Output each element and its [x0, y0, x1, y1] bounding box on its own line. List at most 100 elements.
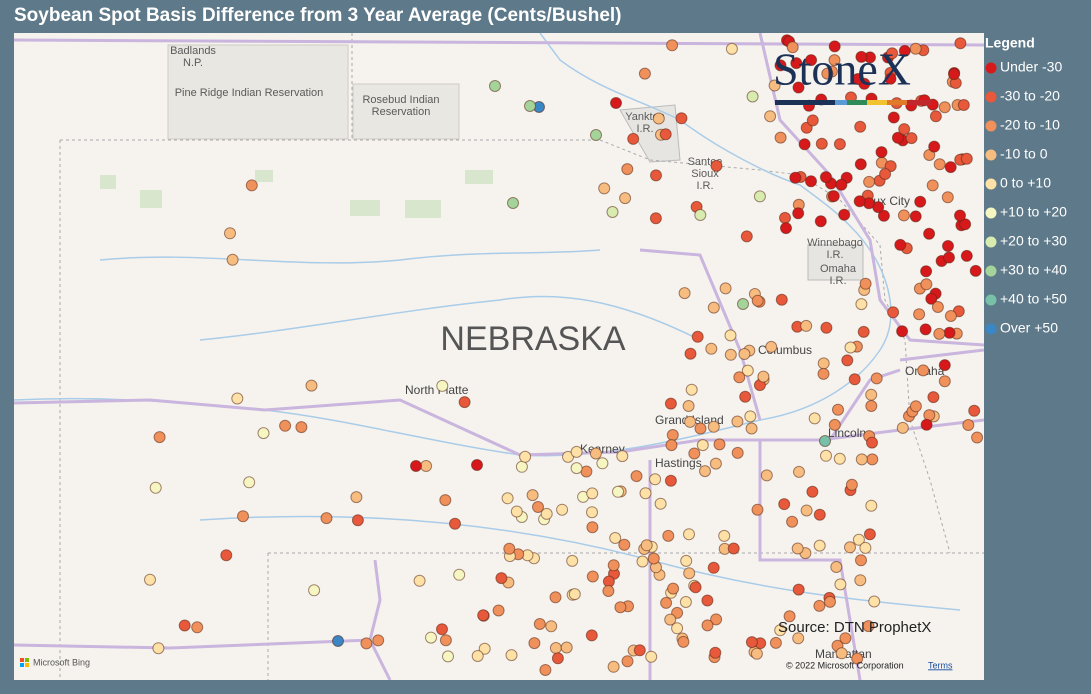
- place-label: Sioux: [691, 168, 719, 180]
- station-dot: [664, 397, 677, 410]
- station-dot: [350, 491, 363, 504]
- station-dot: [851, 73, 864, 85]
- station-dot: [917, 364, 930, 377]
- place-label: Badlands: [170, 45, 216, 57]
- station-dot: [545, 620, 558, 633]
- station-dot: [737, 298, 749, 310]
- station-dot: [532, 501, 544, 513]
- station-dot: [838, 208, 851, 221]
- station-dot: [948, 68, 960, 81]
- legend-label: +10 to +20: [1000, 204, 1067, 220]
- station-dot: [960, 249, 973, 262]
- legend-label: Over +50: [1000, 320, 1058, 336]
- station-dot: [652, 112, 665, 125]
- station-dot: [896, 421, 909, 434]
- station-dot: [792, 207, 805, 220]
- legend-swatch: [985, 294, 997, 306]
- dots: [144, 34, 984, 676]
- station-dot: [725, 42, 738, 55]
- station-dot: [153, 431, 166, 444]
- reservation: [807, 244, 864, 281]
- station-dot: [677, 635, 690, 648]
- station-dot: [852, 533, 865, 546]
- station-dot: [855, 50, 868, 63]
- station-dot: [817, 367, 830, 380]
- station-dot: [832, 403, 844, 416]
- station-dot: [827, 190, 840, 203]
- station-dot: [859, 541, 872, 554]
- station-dot: [585, 629, 598, 642]
- station-dot: [757, 370, 770, 383]
- station-dot: [739, 390, 752, 403]
- station-dot: [683, 567, 696, 580]
- place-label: North Platte: [405, 383, 469, 397]
- station-dot: [938, 101, 951, 114]
- station-dot: [768, 79, 781, 92]
- station-dot: [685, 383, 698, 396]
- place-label: Reservation: [372, 106, 431, 118]
- station-dot: [671, 622, 684, 635]
- terms-link[interactable]: Terms: [928, 660, 953, 670]
- legend-label: Under -30: [1000, 59, 1062, 75]
- station-dot: [778, 498, 791, 511]
- station-dot: [621, 655, 634, 668]
- place-label: I.R.: [636, 123, 653, 135]
- station-dot: [830, 561, 843, 573]
- station-dot: [471, 650, 484, 662]
- station-dot: [844, 341, 857, 354]
- station-dot: [710, 613, 723, 626]
- station-dot: [549, 591, 562, 604]
- station-dot: [746, 90, 759, 103]
- station-dot: [666, 429, 679, 441]
- station-dot: [789, 171, 802, 184]
- station-dot: [549, 642, 562, 654]
- place-label: Omaha: [820, 263, 857, 275]
- station-dot: [618, 538, 631, 551]
- station-dot: [621, 163, 634, 176]
- station-dot: [909, 400, 922, 413]
- station-dot: [679, 596, 692, 608]
- legend-label: -30 to -20: [1000, 88, 1060, 104]
- station-dot: [691, 330, 704, 343]
- station-dot: [528, 637, 541, 650]
- station-dot: [786, 515, 799, 528]
- station-dot: [436, 379, 449, 392]
- station-dot: [896, 325, 909, 338]
- legend-label: -20 to -10: [1000, 117, 1060, 133]
- station-dot: [570, 462, 583, 475]
- station-dot: [449, 517, 461, 530]
- place-label: Rosebud Indian: [362, 94, 439, 106]
- legend-label: -10 to 0: [1000, 146, 1048, 162]
- station-dot: [954, 37, 967, 50]
- reservation: [167, 44, 349, 140]
- station-dot: [891, 131, 904, 144]
- station-dot: [684, 347, 697, 360]
- station-dot: [607, 660, 620, 673]
- station-dot: [944, 310, 957, 322]
- station-dot: [783, 610, 796, 623]
- station-dot: [875, 146, 888, 159]
- station-dot: [665, 439, 678, 452]
- station-dot: [740, 230, 753, 243]
- station-dot: [680, 554, 693, 567]
- station-dot: [933, 327, 946, 340]
- station-dot: [372, 634, 385, 647]
- legend-label: +20 to +30: [1000, 233, 1067, 249]
- logo-bar: [775, 100, 835, 105]
- station-dot: [556, 503, 569, 516]
- station-dot: [820, 449, 832, 462]
- station-dot: [237, 510, 249, 523]
- station-dot: [666, 39, 679, 52]
- station-dot: [442, 650, 454, 663]
- station-dot: [798, 138, 811, 151]
- station-dot: [510, 505, 523, 518]
- station-dot: [914, 195, 927, 208]
- station-dot: [660, 596, 673, 609]
- station-dot: [589, 447, 602, 460]
- station-dot: [413, 574, 426, 587]
- legend-swatch: [985, 120, 997, 132]
- station-dot: [819, 435, 831, 447]
- state-label: NEBRASKA: [440, 320, 625, 358]
- station-dot: [710, 159, 723, 172]
- station-dot: [636, 555, 649, 568]
